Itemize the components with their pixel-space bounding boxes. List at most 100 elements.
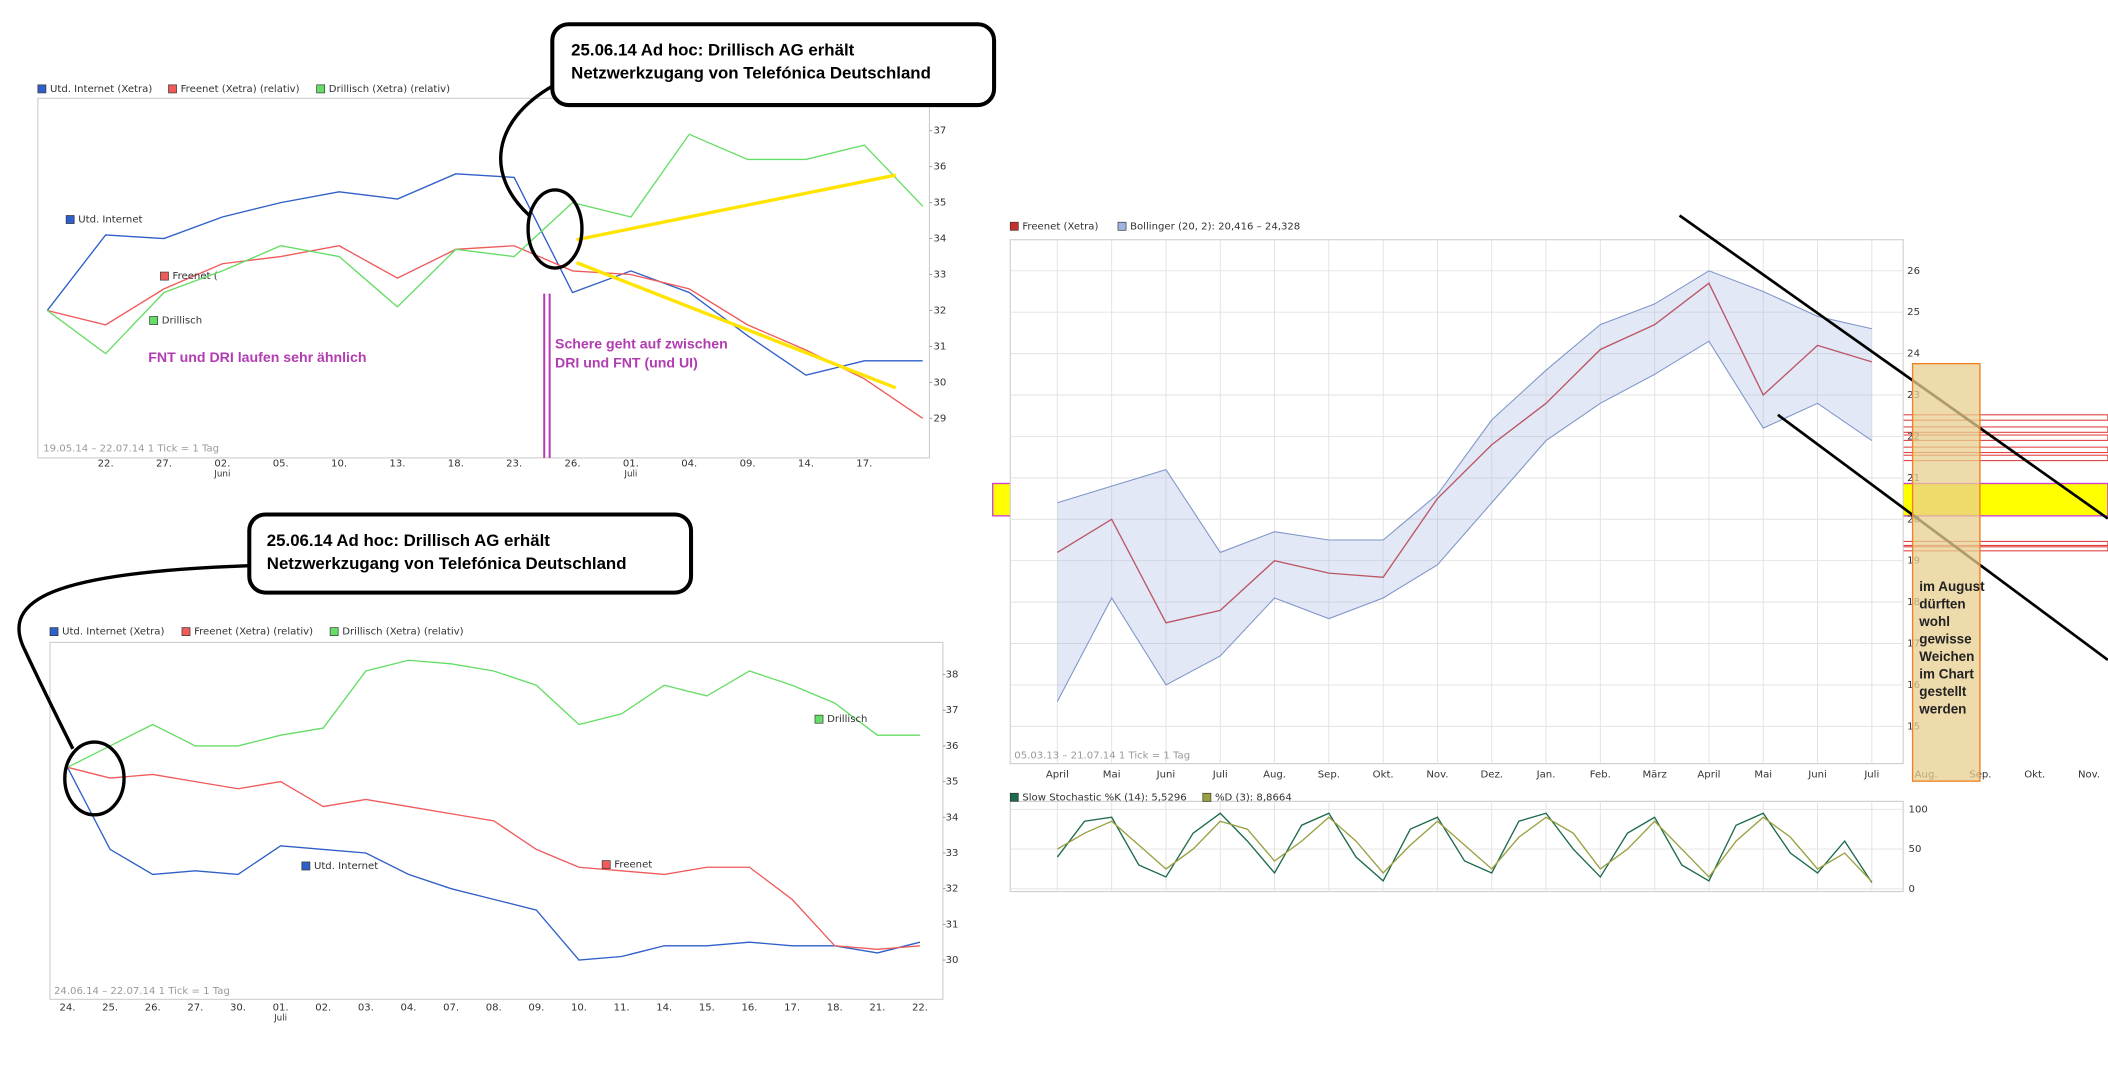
x-tick-label: 09. (528, 1002, 544, 1013)
series-label: Freenet ( (173, 271, 218, 282)
series-label-swatch (65, 215, 75, 224)
x-tick-label: Juli (1212, 769, 1228, 780)
note-line: werden (1918, 701, 1966, 716)
legend-swatch (1009, 792, 1019, 802)
bottom-left-overlays: 25.06.14 Ad hoc: Drillisch AG erhält Net… (17, 512, 694, 817)
series-label-swatch (601, 860, 611, 870)
legend-label: Slow Stochastic %K (14): 5,5296 (1022, 792, 1186, 803)
legend-label: Utd. Internet (Xetra) (62, 627, 164, 638)
x-sublabel: Juli (273, 1014, 287, 1024)
legend-label: Utd. Internet (Xetra) (50, 84, 152, 95)
note-line: im Chart (1919, 666, 1974, 681)
series-label-swatch (149, 316, 159, 325)
legend-swatch (168, 84, 177, 94)
footer: 19.05.14 – 22.07.14 1 Tick = 1 Tag (43, 443, 219, 454)
plot-area (49, 641, 944, 1000)
x-tick-label: 04. (681, 458, 697, 469)
x-tick-label: April (1697, 769, 1720, 780)
trend-line (1678, 214, 2108, 520)
x-tick-label: Juni (1156, 769, 1176, 780)
x-tick-label: 18. (448, 458, 464, 469)
chart: 29 30 31 32 33 34 35 36 37 22. 27. 02.Juni 05. 10. 13.… (37, 84, 946, 480)
band-area (1111, 469, 1166, 685)
x-tick-label: 14. (798, 458, 814, 469)
plot-area (1009, 800, 1904, 893)
series-line (67, 659, 920, 768)
x-tick-label: 07. (443, 1002, 459, 1013)
plot-area (1009, 239, 1904, 765)
x-tick-label: Okt. (1373, 769, 1394, 780)
right-overlays-front: im August dürften wohl gewisse Weichen im Cha… (1678, 214, 2108, 782)
y-tick-label: 100 (1909, 804, 1928, 815)
x-tick-label: 26. (564, 458, 580, 469)
annotation: Schere geht auf zwischen (555, 336, 728, 352)
x-tick-label: 15. (699, 1002, 715, 1013)
callout: 25.06.14 Ad hoc: Drillisch AG erhält Net… (247, 512, 694, 595)
series-label: Utd. Internet (78, 215, 142, 226)
series-line (1057, 816, 1873, 883)
y-tick-label: 31 (933, 341, 946, 352)
note-line: im August (1919, 579, 1985, 594)
band-area (1654, 270, 1709, 375)
band-area (1328, 539, 1384, 619)
y-tick-label: 0 (1909, 884, 1915, 895)
legend-swatch (1009, 221, 1019, 231)
x-tick-label: 02. (315, 1002, 331, 1013)
chart: 151617181920212223242526AprilMaiJuniJuli… (1009, 221, 2100, 780)
x-tick-label: 21. (869, 1002, 885, 1013)
x-tick-label: 02. (214, 458, 230, 469)
x-tick-label: 24. (59, 1002, 75, 1013)
august-box (1911, 362, 1981, 782)
x-tick-label: 14. (656, 1002, 672, 1013)
note-line: Weichen (1919, 649, 1974, 664)
x-tick-label: Nov. (1426, 769, 1448, 780)
series-label-swatch (814, 714, 824, 724)
band-area (1763, 291, 1818, 429)
callout: 25.06.14 Ad hoc: Drillisch AG erhält Net… (550, 22, 997, 108)
callout-line: 25.06.14 Ad hoc: Drillisch AG erhält (571, 41, 854, 60)
x-tick-label: Aug. (1263, 769, 1286, 780)
callout-line: Netzwerkzugang von Telefónica Deutschlan… (267, 554, 627, 573)
x-tick-label: 04. (400, 1002, 416, 1013)
band-area (1057, 486, 1112, 702)
y-tick-label: 35 (933, 198, 946, 209)
band-area (1383, 494, 1438, 598)
y-tick-label: 35 (946, 777, 959, 788)
y-tick-label: 25 (1907, 307, 1920, 318)
callout-box (247, 512, 694, 595)
legend-label: Drillisch (Xetra) (relativ) (342, 627, 463, 638)
x-tick-label: 18. (827, 1002, 843, 1013)
x-tick-label: 08. (486, 1002, 502, 1013)
connector (17, 563, 250, 750)
band-line (1056, 340, 1873, 702)
note-line: dürften (1919, 596, 1965, 611)
series-line (46, 173, 923, 376)
legend-label: Freenet (Xetra) (relativ) (181, 84, 300, 95)
x-tick-label: Nov. (2078, 769, 2100, 780)
x-sublabel: Juli (623, 470, 637, 480)
series-line (1056, 812, 1873, 883)
legend-label: Drillisch (Xetra) (relativ) (329, 84, 450, 95)
chart: 30 31 32 33 34 35 36 37 38 24. 25. 26. 27. 30. 01.Juli… (49, 627, 959, 1024)
x-tick-label: 01. (623, 458, 639, 469)
x-tick-label: 17. (856, 458, 872, 469)
y-tick-label: 38 (946, 670, 959, 681)
y-tick-label: 34 (933, 234, 946, 245)
x-tick-label: 26. (145, 1002, 161, 1013)
x-tick-label: 05. (273, 458, 289, 469)
y-tick-label: 36 (933, 162, 946, 173)
y-tick-label: 36 (946, 741, 959, 752)
series-line (1057, 282, 1873, 624)
trend-line (576, 173, 897, 242)
band-area (1274, 531, 1329, 619)
x-tick-label: 27. (156, 458, 172, 469)
plot-area (37, 97, 930, 459)
band-area (1165, 469, 1221, 685)
callout-line: Netzwerkzugang von Telefónica Deutschlan… (571, 64, 931, 83)
x-tick-label: 03. (358, 1002, 374, 1013)
series-label-swatch (160, 271, 169, 281)
x-tick-label: 10. (331, 458, 347, 469)
x-tick-label: 11. (614, 1002, 630, 1013)
